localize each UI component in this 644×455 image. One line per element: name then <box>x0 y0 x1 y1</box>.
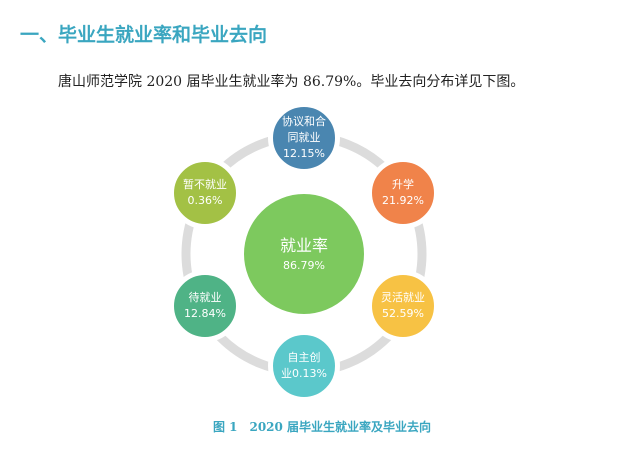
node-value: 12.84% <box>184 307 226 320</box>
node-label: 暂不就业 <box>183 178 227 191</box>
node-not-yet-employed: 暂不就业 0.36% <box>169 157 241 229</box>
node-value: 52.59% <box>382 307 424 320</box>
node-further-study: 升学 21.92% <box>367 157 439 229</box>
node-value: 0.36% <box>187 194 223 207</box>
node-agreement-employment: 协议和合 同就业 12.15% <box>268 102 340 174</box>
node-label: 待就业 <box>188 291 222 304</box>
node-flexible-employment: 灵活就业 52.59% <box>367 270 439 342</box>
center-employment-rate: 就业率 86.79% <box>239 189 369 319</box>
node-value: 12.15% <box>283 147 325 160</box>
figure-number: 图 1 <box>212 420 238 434</box>
node-label-line1: 自主创 <box>287 351 321 364</box>
node-awaiting-employment: 待就业 12.84% <box>169 270 241 342</box>
node-label-line1: 协议和合 <box>282 115 326 128</box>
intro-paragraph: 唐山师范学院 2020 届毕业生就业率为 86.79%。毕业去向分布详见下图。 <box>58 74 525 90</box>
center-label: 就业率 <box>279 236 328 255</box>
section-heading: 一、毕业生就业率和毕业去向 <box>20 24 268 46</box>
node-label-line2: 同就业 <box>287 131 321 144</box>
node-value: 21.92% <box>382 194 424 207</box>
node-label-line2: 业0.13% <box>281 367 327 380</box>
figure-title: 2020 届毕业生就业率及毕业去向 <box>249 420 432 434</box>
figure-caption: 图 1 2020 届毕业生就业率及毕业去向 <box>0 418 644 435</box>
center-value: 86.79% <box>283 259 325 272</box>
node-self-employment: 自主创 业0.13% <box>268 330 340 402</box>
node-label: 升学 <box>392 178 414 191</box>
node-label: 灵活就业 <box>381 291 425 304</box>
